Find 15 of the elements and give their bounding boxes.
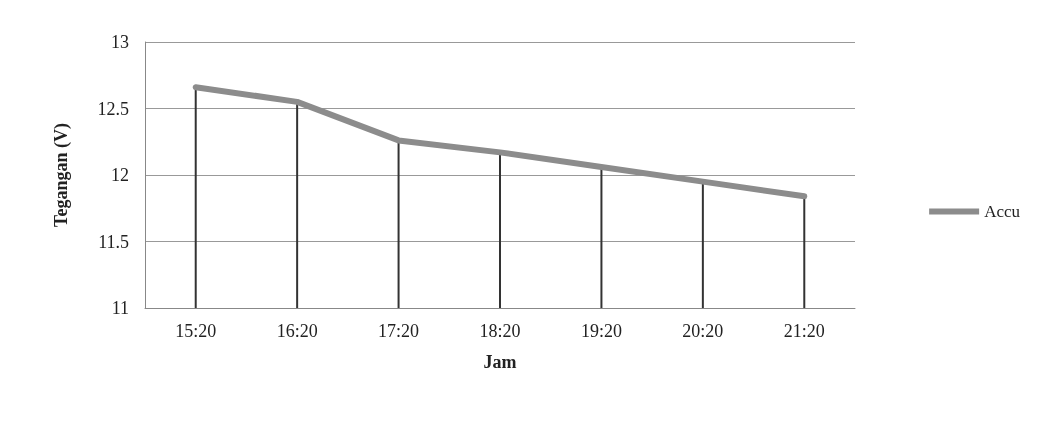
y-tick-label: 12 (111, 165, 129, 185)
x-axis-title: Jam (483, 352, 517, 372)
x-tick-label: 16:20 (276, 321, 318, 341)
x-tick-label: 20:20 (682, 321, 724, 341)
y-tick-label: 11.5 (98, 231, 129, 252)
x-tick-label: 21:20 (783, 321, 825, 341)
x-tick-label: 17:20 (378, 321, 420, 341)
y-tick-label: 12.5 (97, 98, 129, 119)
x-tick-label: 15:20 (175, 321, 217, 341)
x-tick-label: 18:20 (479, 321, 521, 341)
y-tick-label: 11 (111, 298, 129, 318)
y-tick-label: 13 (111, 32, 129, 52)
y-axis-title: Tegangan (V) (51, 123, 72, 227)
x-tick-label: 19:20 (580, 321, 622, 341)
legend-label: Accu (984, 202, 1021, 221)
